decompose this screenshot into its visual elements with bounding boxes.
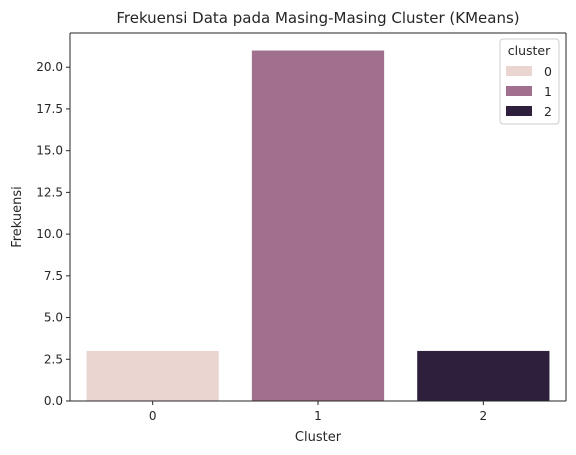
legend-swatch-0: [506, 66, 532, 76]
legend-label-0: 0: [544, 64, 552, 79]
y-axis: 0.0 2.5 5.0 7.5 10.0 12.5 15.0 17.5 20.0: [36, 60, 70, 408]
legend-label-2: 2: [544, 104, 552, 119]
y-tick-label: 10.0: [36, 227, 63, 241]
y-tick-label: 20.0: [36, 60, 63, 74]
y-tick-label: 17.5: [36, 102, 63, 116]
x-axis-label: Cluster: [295, 430, 342, 445]
y-axis-label: Frekuensi: [10, 186, 25, 248]
legend-title: cluster: [508, 43, 551, 58]
bars-group: [86, 50, 550, 402]
x-tick-label: 2: [480, 409, 488, 423]
legend-box: [499, 38, 560, 125]
bar-cluster-0: [86, 350, 219, 401]
y-tick-label: 5.0: [44, 311, 63, 325]
chart-title: Frekuensi Data pada Masing-Masing Cluste…: [116, 9, 519, 27]
legend-label-1: 1: [544, 84, 552, 99]
y-tick-label: 2.5: [44, 352, 63, 366]
y-tick-label: 15.0: [36, 144, 63, 158]
bar-cluster-2: [417, 350, 550, 401]
x-tick-label: 1: [314, 409, 322, 423]
legend-entries: 0 1 2: [506, 64, 552, 119]
y-tick-label: 0.0: [44, 394, 63, 408]
legend-swatch-1: [506, 86, 532, 96]
bar-cluster-1: [251, 50, 385, 402]
x-tick-label: 0: [149, 409, 157, 423]
y-tick-label: 12.5: [36, 185, 63, 199]
legend: cluster 0 1 2: [499, 38, 560, 125]
y-tick-label: 7.5: [44, 269, 63, 283]
x-axis: 0 1 2: [149, 401, 487, 423]
legend-swatch-2: [506, 106, 532, 116]
